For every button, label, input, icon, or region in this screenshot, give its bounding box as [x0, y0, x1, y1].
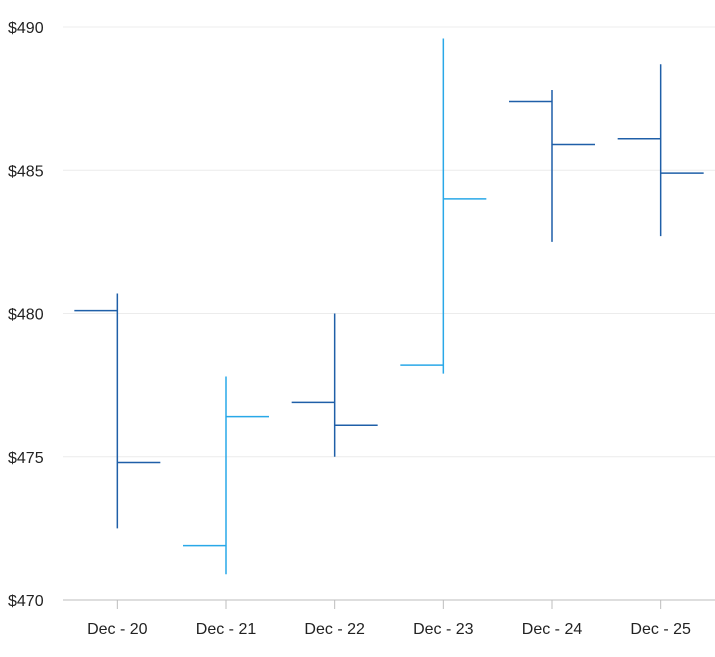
x-tick-label: Dec - 24	[522, 621, 583, 638]
ohlc-bar	[509, 90, 595, 242]
y-tick-label: $485	[8, 163, 44, 180]
y-tick-label: $480	[8, 307, 44, 324]
x-tick-label: Dec - 20	[87, 621, 148, 638]
y-tick-label: $490	[8, 20, 44, 37]
ohlc-bar	[291, 313, 378, 457]
gridlines	[63, 26, 715, 458]
x-tick-label: Dec - 25	[630, 621, 691, 638]
ohlc-bar	[617, 64, 704, 237]
x-axis: Dec - 20 Dec - 21 Dec - 22 Dec - 23 Dec - 24…	[63, 599, 715, 638]
y-tick-label: $475	[8, 450, 44, 467]
ohlc-bar	[400, 38, 487, 374]
ohlc-bar	[183, 376, 269, 575]
x-tick-label: Dec - 22	[304, 621, 365, 638]
y-tick-label: $470	[8, 593, 44, 610]
y-axis: $470 $475 $480 $485 $490	[8, 20, 44, 610]
ohlc-series	[74, 38, 704, 575]
ohlc-bar	[74, 293, 161, 529]
x-tick-label: Dec - 23	[413, 621, 474, 638]
x-tick-label: Dec - 21	[196, 621, 257, 638]
